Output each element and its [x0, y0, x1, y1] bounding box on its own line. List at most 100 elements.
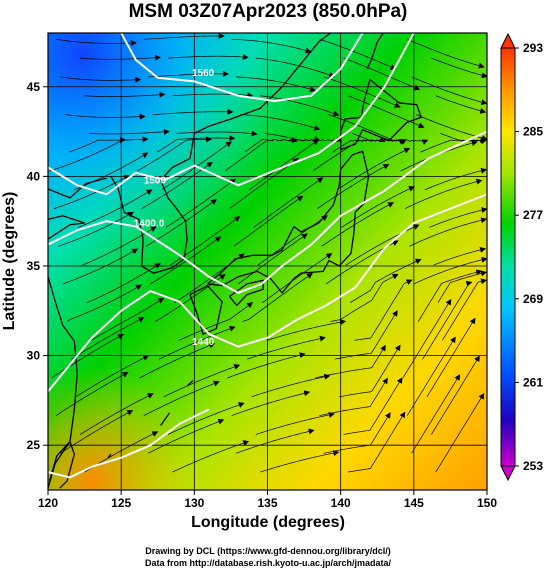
map-title: MSM 03Z07Apr2023 (850.0hPa): [129, 1, 408, 22]
contour-label: 1560: [192, 68, 215, 79]
contour-line: [48, 33, 415, 196]
streamline: [424, 167, 487, 191]
streamline: [409, 217, 487, 247]
streamline: [323, 412, 391, 454]
streamline: [336, 147, 411, 191]
streamline: [62, 248, 139, 285]
streamline: [349, 258, 422, 304]
streamline: [352, 133, 429, 145]
streamline: [442, 278, 487, 341]
streamline: [148, 418, 225, 454]
y-tick-label: 45: [27, 80, 41, 94]
streamline: [229, 157, 299, 209]
streamline: [55, 38, 137, 47]
streamline: [314, 344, 386, 379]
streamline: [154, 273, 226, 322]
contour-label: 1400.0: [134, 219, 165, 230]
colorbar-tick-label: 269: [523, 292, 543, 306]
streamline: [176, 130, 258, 137]
streamline: [156, 135, 236, 153]
geopotential-contours: [48, 33, 487, 479]
colorbar-body: [500, 47, 516, 467]
streamline: [139, 342, 216, 379]
streamline: [417, 269, 483, 322]
contour-line: [48, 193, 487, 393]
streamline: [437, 270, 487, 303]
streamline: [343, 57, 421, 91]
streamline: [323, 76, 401, 108]
streamline: [253, 177, 324, 228]
streamline: [246, 335, 326, 360]
coastline: [160, 412, 170, 426]
colorbar-min-arrow: [500, 465, 516, 482]
coastline: [48, 276, 78, 489]
streamline: [319, 38, 397, 70]
streamline: [435, 95, 487, 114]
streamline: [172, 92, 254, 99]
streamline: [321, 202, 395, 247]
x-tick-label: 120: [38, 496, 58, 510]
streamline: [251, 373, 331, 398]
coastline: [228, 279, 264, 307]
coastline: [48, 215, 85, 240]
streamline: [255, 412, 335, 435]
streamline: [172, 440, 250, 473]
x-tick-label: 130: [184, 496, 204, 510]
streamline: [260, 450, 340, 473]
streamline: [53, 175, 130, 209]
streamline: [231, 390, 311, 416]
streamline: [330, 273, 399, 322]
streamline: [231, 38, 312, 54]
streamline: [354, 279, 413, 341]
streamline: [406, 336, 456, 416]
streamline: [143, 380, 220, 416]
streamline: [64, 113, 146, 120]
streamline: [145, 199, 218, 247]
streamline: [343, 377, 403, 435]
streamline: [167, 402, 245, 435]
contour-labels: 1560 1500 1440 1400.0: [134, 68, 215, 348]
y-tick-label: 35: [27, 259, 41, 273]
streamline: [66, 284, 142, 322]
x-tick-label: 150: [477, 496, 497, 510]
streamline: [233, 195, 304, 247]
streamline: [167, 54, 249, 61]
streamline: [238, 233, 308, 285]
streamline: [82, 226, 157, 266]
contour-line: [48, 130, 487, 294]
streamline: [178, 302, 254, 341]
streamline: [429, 207, 487, 228]
streamline: [150, 236, 222, 285]
coastline: [366, 33, 384, 70]
colorbar: 253 261 269 277 285 293: [500, 32, 543, 482]
streamline: [159, 325, 236, 360]
streamline: [317, 163, 390, 209]
streamline: [73, 152, 149, 191]
streamline: [413, 256, 487, 285]
coastlines: [48, 33, 422, 489]
coastline: [110, 125, 210, 274]
streamline: [242, 272, 313, 322]
contour-line: [48, 408, 210, 479]
streamline: [334, 310, 398, 360]
streamline: [163, 364, 241, 398]
streamline: [141, 161, 213, 209]
streamline: [440, 133, 487, 145]
colorbar-tick-label: 277: [523, 208, 543, 222]
streamline: [49, 136, 126, 172]
streamline: [435, 392, 485, 473]
streamline: [422, 280, 473, 360]
streamline: [227, 352, 306, 379]
streamline: [84, 91, 166, 98]
wind-streamlines: [49, 33, 487, 473]
streamline: [165, 178, 237, 228]
coastline: [340, 78, 422, 151]
streamline: [60, 410, 134, 454]
streamline: [411, 374, 461, 454]
contour-label: 1440: [192, 337, 215, 348]
x-tick-label: 125: [111, 496, 131, 510]
streamline: [80, 54, 162, 61]
streamline: [152, 108, 234, 115]
plot-area: 1560 1500 1440 1400.0: [48, 33, 487, 490]
streamline: [255, 57, 336, 78]
